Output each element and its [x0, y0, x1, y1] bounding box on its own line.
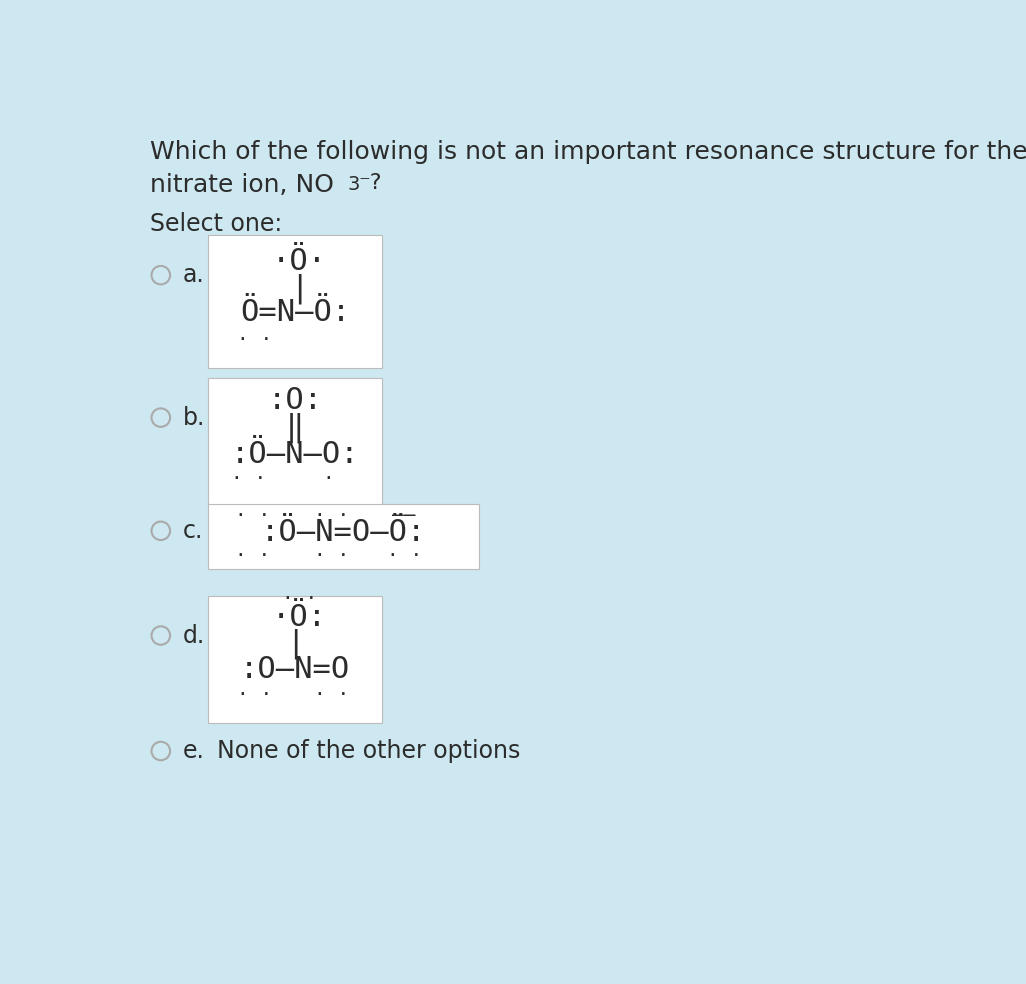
- Text: · ·: · ·: [237, 685, 273, 704]
- Text: :O:: :O:: [268, 386, 323, 415]
- Text: e.: e.: [183, 739, 204, 763]
- Text: · ·: · ·: [314, 685, 349, 704]
- FancyBboxPatch shape: [208, 235, 383, 368]
- Text: · ·: · ·: [314, 545, 350, 565]
- Text: ⁻?: ⁻?: [358, 173, 382, 193]
- FancyBboxPatch shape: [208, 596, 383, 723]
- Text: :Ö–N–O:: :Ö–N–O:: [231, 440, 359, 468]
- Text: · ·: · ·: [231, 469, 267, 488]
- Text: a.: a.: [183, 263, 204, 287]
- Text: Select one:: Select one:: [150, 212, 282, 236]
- Text: c.: c.: [183, 519, 203, 543]
- Text: ‖: ‖: [286, 412, 305, 443]
- Text: |: |: [290, 273, 309, 303]
- Text: ·: ·: [322, 469, 333, 488]
- Text: d.: d.: [183, 624, 205, 647]
- Text: ――: ――: [392, 506, 416, 524]
- Text: · ·: · ·: [314, 506, 350, 524]
- Text: · ·: · ·: [387, 545, 422, 565]
- Text: · ·: · ·: [237, 331, 272, 349]
- Text: nitrate ion, NO: nitrate ion, NO: [150, 173, 333, 197]
- Text: · ·: · ·: [281, 589, 317, 608]
- Text: None of the other options: None of the other options: [218, 739, 521, 763]
- FancyBboxPatch shape: [208, 504, 479, 570]
- Text: Ö=N–Ö:: Ö=N–Ö:: [240, 298, 351, 328]
- Text: b.: b.: [183, 405, 205, 430]
- Text: · ·: · ·: [235, 545, 270, 565]
- Text: ·Ö:: ·Ö:: [272, 603, 326, 632]
- Text: |: |: [286, 629, 305, 659]
- Text: Which of the following is not an important resonance structure for the: Which of the following is not an importa…: [150, 141, 1026, 164]
- Text: :O–N=O: :O–N=O: [240, 655, 351, 684]
- Text: :Ö–N=O–Ö:: :Ö–N=O–Ö:: [261, 519, 427, 547]
- Text: 3: 3: [348, 175, 360, 194]
- Text: ·Ö·: ·Ö·: [272, 247, 326, 276]
- FancyBboxPatch shape: [208, 378, 383, 505]
- Text: · ·: · ·: [235, 506, 270, 524]
